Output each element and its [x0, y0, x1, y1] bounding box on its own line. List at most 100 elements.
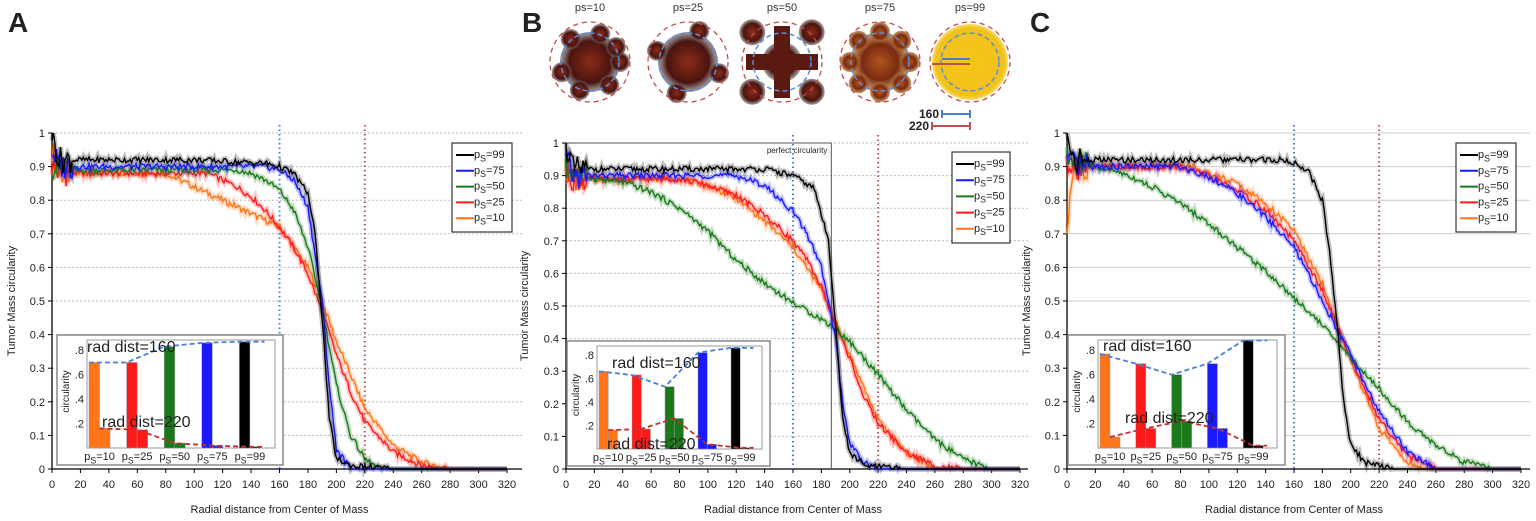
ps-sub: S [980, 211, 986, 221]
inset-y-tick-label: .6 [75, 370, 84, 382]
x-tick-label: 180 [812, 479, 830, 491]
inset-category-label: pS=99 [235, 451, 266, 465]
y-tick-label: 0.8 [1045, 195, 1060, 207]
tumor-lobe [891, 73, 912, 94]
ps-p: p [974, 223, 980, 235]
inset-label-220: rad dist=220 [607, 436, 696, 453]
inset-bar-160 [126, 362, 138, 449]
ps-p: p [84, 451, 90, 463]
x-tick-label: 300 [982, 479, 1000, 491]
ps-p: p [974, 174, 980, 186]
inset-category-label: pS=50 [659, 452, 690, 466]
ps-p: p [626, 452, 632, 464]
ps-sub: S [980, 227, 986, 237]
x-tick-label: 300 [469, 479, 487, 491]
x-tick-label: 240 [1398, 479, 1416, 491]
ps-p: p [1478, 196, 1484, 208]
legend-label: pS=99 [1478, 149, 1509, 163]
tumor-lobe [689, 20, 710, 41]
legend-item: pS=50 [1460, 181, 1509, 195]
x-tick-label: 200 [327, 479, 345, 491]
y-axis-label: Tumor Mass circularity [6, 245, 18, 356]
tumor-lobe [891, 30, 912, 51]
chart-panel-b: 0 0.1 0.2 0.3 0.4 0.5 0.6 0.7 0.8 0.9 1 0 20 40 60 80 10… [519, 135, 1029, 516]
inset-bar-160 [239, 341, 251, 449]
ps-value: =75 [986, 174, 1005, 186]
legend-item: pS=50 [456, 181, 505, 195]
thumbnail-labels: ps=10 ps=25 ps=50 ps=75 ps=99 [575, 2, 985, 14]
ps-p: p [474, 149, 480, 161]
x-tick-label: 300 [1483, 479, 1501, 491]
ps-sub: S [980, 162, 986, 172]
ps-sub: S [1484, 169, 1490, 179]
tumor-lobe [560, 29, 581, 50]
inset-trend-line-220 [1109, 420, 1268, 447]
x-tick-label: 80 [1174, 479, 1186, 491]
tumor-lobe [646, 40, 667, 61]
x-tick-label: 240 [384, 479, 402, 491]
y-tick-label: 0.9 [544, 171, 559, 183]
ps-value: =99 [247, 451, 266, 463]
ps-p: p [197, 451, 203, 463]
ps-value: =25 [986, 207, 1005, 219]
x-tick-label: 160 [270, 479, 288, 491]
inset-label-220: rad dist=220 [1125, 410, 1214, 427]
inset-trend-line-220 [608, 417, 754, 449]
scale-bar-label: 220 [909, 119, 929, 133]
panel-label-b: B [522, 7, 542, 38]
inset-category-label: pS=75 [1202, 451, 1233, 465]
x-tick-label: 220 [356, 479, 374, 491]
tumor-lobe [610, 52, 630, 72]
ps-sub: S [1244, 455, 1250, 465]
x-tick-label: 260 [1427, 479, 1445, 491]
x-tick-label: 40 [617, 479, 629, 491]
radius-220-circle [741, 21, 823, 103]
y-tick-label: 0.3 [544, 366, 559, 378]
ps-value: =99 [486, 149, 505, 161]
ps-sub: S [1137, 455, 1143, 465]
inset-y-tick-label: .8 [75, 345, 84, 357]
y-tick-label: 0.7 [1045, 229, 1060, 241]
radius-160-circle [658, 32, 718, 92]
x-tick-label: 80 [673, 479, 685, 491]
inset-y-label: circularity [1072, 370, 1083, 412]
inset-bar-220 [99, 428, 111, 449]
ps-sub: S [241, 455, 247, 465]
y-tick-label: 0.1 [544, 431, 559, 443]
tumor-lobe [900, 52, 920, 72]
ps-value: =99 [737, 452, 756, 464]
inset-bar-220 [136, 429, 148, 449]
radius-160-circle [560, 32, 620, 92]
ps-value: =50 [671, 452, 690, 464]
inset-bar-160 [1135, 363, 1147, 449]
x-tick-label: 320 [1011, 479, 1029, 491]
legend-item: pS=99 [456, 149, 505, 163]
ps-sub: S [665, 456, 671, 466]
legend-label: pS=50 [1478, 181, 1509, 195]
legend-label: pS=25 [1478, 196, 1509, 210]
perfect-circularity-label: perfect circularity [767, 146, 827, 155]
ps-sub: S [1484, 217, 1490, 227]
x-tick-label: 120 [1228, 479, 1246, 491]
x-tick-label: 60 [131, 479, 143, 491]
x-axis-label: Radial distance from Center of Mass [191, 504, 369, 516]
inset-y-tick-label: .2 [585, 421, 594, 433]
inset-bar-220 [1109, 436, 1121, 449]
inset-category-label: pS=10 [593, 452, 624, 466]
x-tick-label: 40 [103, 479, 115, 491]
ps-value: =75 [704, 452, 723, 464]
tumor-lobe [798, 78, 825, 105]
inset-bar-220 [673, 418, 684, 450]
ps-value: =10 [1107, 451, 1126, 463]
ps-sub: S [90, 455, 96, 465]
ps-value: =50 [171, 451, 190, 463]
tumor-lobe [870, 22, 890, 42]
inset-bar-220 [1181, 420, 1192, 449]
inset-category-label: pS=75 [197, 451, 228, 465]
ps-p: p [974, 207, 980, 219]
y-tick-label: 0 [39, 464, 45, 476]
legend-item: pS=10 [456, 212, 505, 227]
inset-y-tick-label: .2 [1086, 419, 1095, 431]
ps-value: =75 [209, 451, 228, 463]
